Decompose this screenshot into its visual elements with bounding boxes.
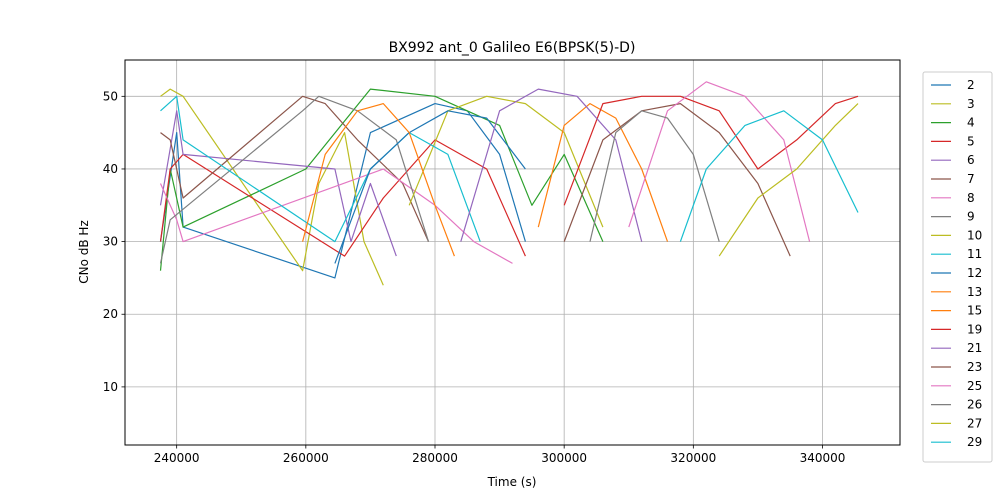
legend-label-11: 11: [967, 247, 982, 261]
series-layer: [159, 81, 859, 286]
series-line-10: [408, 95, 604, 228]
x-tick-label: 280000: [412, 451, 458, 465]
legend-label-25: 25: [967, 379, 982, 393]
plot-frame: [124, 59, 901, 446]
legend-box: [922, 71, 993, 463]
y-axis-label: CNo dB Hz: [77, 220, 91, 284]
x-tick-label: 240000: [154, 451, 200, 465]
legend-label-27: 27: [967, 416, 982, 430]
series-line-23: [563, 102, 791, 257]
y-tick-label: 40: [103, 162, 118, 176]
legend-label-26: 26: [967, 398, 982, 412]
legend-label-5: 5: [967, 134, 975, 148]
x-tick-label: 320000: [670, 451, 716, 465]
series-line-19: [563, 95, 859, 206]
legend-label-19: 19: [967, 322, 982, 336]
legend-label-9: 9: [967, 210, 975, 224]
series-line-11: [160, 95, 481, 243]
legend-label-21: 21: [967, 341, 982, 355]
grid: [125, 60, 900, 445]
series-line-12: [334, 110, 526, 264]
legend-label-3: 3: [967, 97, 975, 111]
legend-label-29: 29: [967, 435, 982, 449]
y-tick-label: 50: [103, 89, 118, 103]
legend-label-10: 10: [967, 228, 982, 242]
series-line-13: [302, 102, 455, 257]
series-line-15: [537, 102, 669, 242]
legend-label-7: 7: [967, 172, 975, 186]
x-tick-label: 340000: [800, 451, 846, 465]
series-line-3: [160, 88, 384, 286]
series-line-4: [159, 88, 604, 271]
legend-label-12: 12: [967, 266, 982, 280]
x-axis-label: Time (s): [487, 475, 537, 489]
legend-label-23: 23: [967, 360, 982, 374]
axis-ticks: 240000 260000 280000 300000 320000 340000 10 20…: [103, 89, 846, 465]
legend-label-6: 6: [967, 153, 975, 167]
chart-title: BX992 ant_0 Galileo E6(BPSK(5)-D): [389, 40, 636, 56]
series-line-6: [159, 110, 397, 257]
series-line-8: [159, 168, 513, 264]
x-tick-label: 300000: [541, 451, 587, 465]
y-tick-label: 20: [103, 307, 118, 321]
series-line-25: [628, 81, 811, 242]
legend-label-4: 4: [967, 116, 975, 130]
series-line-2: [159, 102, 526, 279]
y-tick-label: 30: [103, 235, 118, 249]
series-line-9: [159, 95, 430, 264]
legend-label-8: 8: [967, 191, 975, 205]
series-line-5: [159, 139, 526, 257]
series-line-29: [679, 110, 859, 242]
y-tick-label: 10: [103, 380, 118, 394]
series-line-27: [718, 103, 859, 257]
series-line-21: [460, 88, 643, 242]
series-line-26: [589, 110, 720, 242]
legend-label-13: 13: [967, 285, 982, 299]
legend-label-15: 15: [967, 304, 982, 318]
x-tick-label: 260000: [283, 451, 329, 465]
legend-label-2: 2: [967, 78, 975, 92]
